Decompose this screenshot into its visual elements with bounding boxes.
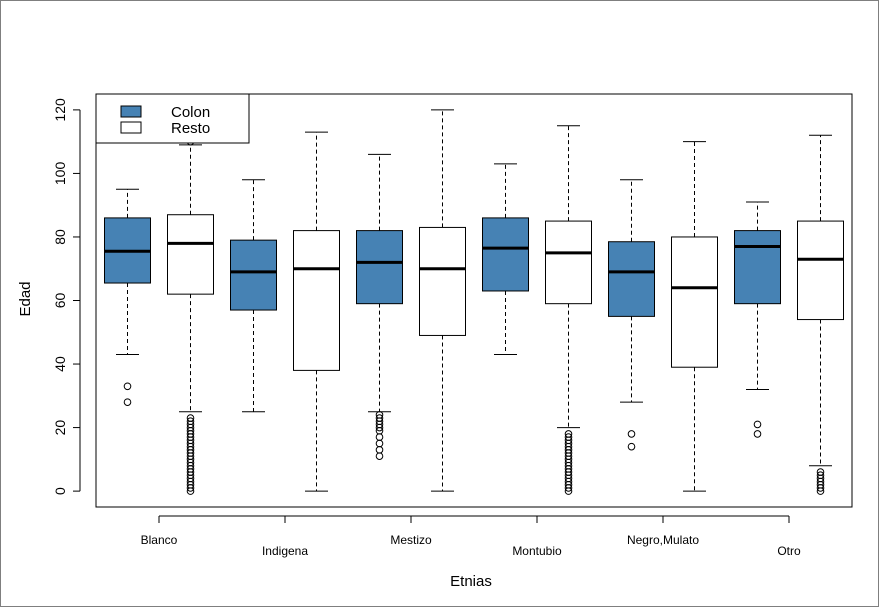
outlier-colon-0-1 <box>123 398 132 406</box>
outlier-colon-2-8 <box>375 446 384 454</box>
legend-swatch-1 <box>120 121 142 134</box>
outlier-colon-4-0 <box>627 430 636 438</box>
outlier-resto-0-22 <box>186 484 195 492</box>
outlier-colon-2-6 <box>375 433 384 441</box>
legend-label-1: Resto <box>171 120 210 137</box>
y-tick-label-40: 40 <box>52 356 68 372</box>
x-tick-label-3: Montubio <box>512 544 562 558</box>
plot-area <box>95 93 853 508</box>
box-colon-3 <box>482 217 529 292</box>
box-resto-0 <box>167 214 214 295</box>
x-tick-label-2: Mestizo <box>390 533 432 547</box>
box-colon-5 <box>734 230 781 305</box>
outlier-colon-5-0 <box>753 420 762 429</box>
outlier-resto-5-6 <box>816 487 825 495</box>
x-axis-label: Etnias <box>450 573 492 590</box>
outlier-colon-5-1 <box>753 430 762 438</box>
x-tick-label-1: Indigena <box>262 544 308 558</box>
x-tick-label-4: Negro,Mulato <box>627 533 699 547</box>
y-axis-label: Edad <box>17 281 34 316</box>
outlier-resto-3-18 <box>564 487 573 495</box>
box-resto-2 <box>419 226 466 336</box>
box-colon-1 <box>230 239 277 311</box>
box-resto-4 <box>671 236 718 368</box>
legend-box <box>95 93 250 144</box>
outlier-colon-4-1 <box>627 442 636 451</box>
outlier-resto-5-5 <box>816 484 825 492</box>
y-tick-label-0: 0 <box>52 487 68 495</box>
outlier-resto-0-23 <box>186 487 195 495</box>
legend-label-0: Colon <box>171 104 210 121</box>
y-tick-label-20: 20 <box>52 420 68 436</box>
y-tick-label-80: 80 <box>52 229 68 245</box>
box-resto-3 <box>545 220 592 305</box>
outlier-colon-2-4 <box>375 423 384 432</box>
outlier-resto-3-17 <box>564 484 573 492</box>
y-tick-label-100: 100 <box>52 162 68 186</box>
box-colon-2 <box>356 230 403 305</box>
box-resto-1 <box>293 230 340 371</box>
x-tick-label-5: Otro <box>777 544 801 558</box>
box-resto-5 <box>797 220 844 321</box>
outlier-colon-2-9 <box>375 452 384 460</box>
outlier-colon-0-0 <box>123 382 132 391</box>
box-colon-4 <box>608 241 655 317</box>
x-tick-label-0: Blanco <box>141 533 178 547</box>
legend-swatch-0 <box>120 105 142 118</box>
y-tick-label-120: 120 <box>52 98 68 122</box>
outlier-colon-2-7 <box>375 439 384 448</box>
y-tick-label-60: 60 <box>52 293 68 309</box>
